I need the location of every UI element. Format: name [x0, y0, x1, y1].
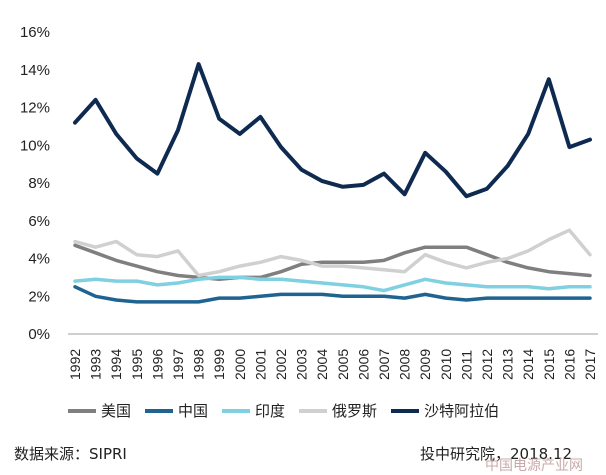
x-tick-label: 2007	[376, 349, 392, 380]
y-tick-label: 14%	[20, 62, 50, 79]
x-axis-ticks: 1992 1993 1994 1995 1996 1997 1998 1999 2000 2001…	[67, 349, 598, 380]
legend-label: 沙特阿拉伯	[424, 402, 500, 420]
legend-swatch	[391, 408, 420, 413]
legend-swatch	[145, 408, 174, 413]
x-tick-label: 2004	[314, 349, 330, 380]
legend-item: 中国	[145, 400, 208, 421]
x-tick-label: 2006	[355, 349, 371, 380]
x-tick-label: 1994	[108, 349, 124, 380]
legend-swatch	[299, 408, 328, 413]
x-tick-label: 1995	[129, 349, 145, 380]
y-tick-label: 4%	[28, 251, 50, 268]
y-tick-label: 16%	[20, 24, 50, 41]
x-tick-label: 1997	[170, 349, 186, 380]
x-tick-label: 2012	[479, 349, 495, 380]
y-tick-label: 0%	[28, 326, 50, 343]
legend-item: 俄罗斯	[299, 400, 377, 421]
x-tick-label: 2010	[438, 349, 454, 380]
legend-item: 沙特阿拉伯	[391, 400, 499, 421]
y-tick-label: 12%	[20, 100, 50, 117]
series-lines	[73, 62, 592, 304]
x-tick-label: 1996	[149, 349, 165, 380]
x-tick-label: 2005	[335, 349, 351, 380]
y-axis-ticks: 0% 2% 4% 6% 8% 10% 12% 14% 16%	[20, 24, 50, 343]
series-line-4	[73, 62, 592, 199]
y-tick-label: 6%	[28, 213, 50, 230]
series-line-3	[73, 228, 592, 278]
x-tick-label: 1998	[191, 349, 207, 380]
legend-swatch	[68, 408, 96, 413]
x-tick-label: 2013	[500, 349, 516, 380]
x-tick-label: 2017	[582, 349, 598, 380]
x-tick-label: 2009	[417, 349, 433, 380]
x-tick-label: 2001	[252, 349, 268, 380]
x-tick-label: 2011	[458, 350, 474, 380]
series-line-0	[73, 243, 592, 282]
x-tick-label: 2014	[520, 349, 536, 380]
y-tick-label: 8%	[28, 175, 50, 192]
watermark: 中国电源产业网	[485, 458, 583, 474]
y-tick-label: 2%	[28, 288, 50, 305]
legend-label: 美国	[101, 402, 132, 420]
legend-label: 俄罗斯	[332, 402, 378, 420]
credit-note: 投中研究院，2018.12	[420, 445, 573, 463]
legend-swatch	[222, 408, 251, 413]
y-tick-label: 10%	[20, 137, 50, 154]
x-tick-label: 2008	[397, 349, 413, 380]
legend: 美国 中国 印度 俄罗斯 沙特阿拉伯	[68, 400, 513, 421]
series-line-1	[73, 285, 592, 304]
x-tick-label: 2002	[273, 349, 289, 380]
line-chart: 0%2%4%6%8%10%12%14%16% 1992 1993 1994 1995 1…	[20, 24, 598, 380]
legend-label: 印度	[255, 402, 286, 420]
x-tick-label: 2016	[561, 349, 577, 380]
x-tick-label: 1992	[67, 349, 83, 380]
x-tick-label: 1999	[211, 349, 227, 380]
x-tick-label: 2015	[541, 349, 557, 380]
x-tick-label: 2003	[294, 349, 310, 380]
legend-label: 中国	[178, 402, 209, 420]
series-line-2	[73, 275, 592, 293]
legend-item: 美国	[68, 400, 131, 421]
x-tick-label: 2000	[232, 349, 248, 380]
legend-item: 印度	[222, 400, 285, 421]
source-note: 数据来源：SIPRI	[14, 445, 127, 463]
x-tick-label: 1993	[88, 349, 104, 380]
